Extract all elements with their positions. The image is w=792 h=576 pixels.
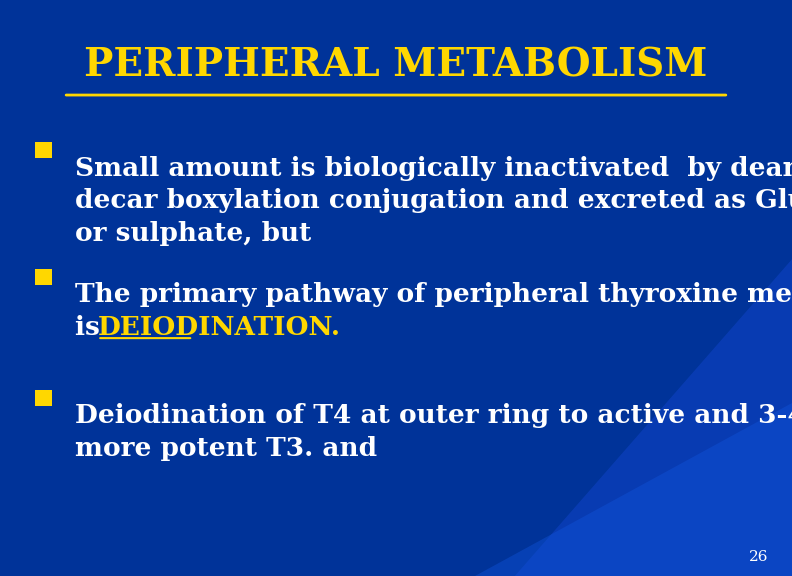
FancyBboxPatch shape xyxy=(35,269,52,285)
Text: decar boxylation conjugation and excreted as Glucuronide: decar boxylation conjugation and excrete… xyxy=(75,188,792,213)
Text: PERIPHERAL METABOLISM: PERIPHERAL METABOLISM xyxy=(84,46,708,84)
FancyBboxPatch shape xyxy=(35,390,52,406)
Text: more potent T3. and: more potent T3. and xyxy=(75,436,377,461)
Text: is: is xyxy=(75,315,109,340)
Text: Small amount is biologically inactivated  by deamination,: Small amount is biologically inactivated… xyxy=(75,156,792,180)
Text: DEIODINATION.: DEIODINATION. xyxy=(97,315,341,340)
Text: 26: 26 xyxy=(748,551,768,564)
Polygon shape xyxy=(277,259,792,576)
Text: or sulphate, but: or sulphate, but xyxy=(75,221,311,246)
Polygon shape xyxy=(475,403,792,576)
Text: Deiodination of T4 at outer ring to active and 3-4 times: Deiodination of T4 at outer ring to acti… xyxy=(75,403,792,428)
Text: The primary pathway of peripheral thyroxine metabolism: The primary pathway of peripheral thyrox… xyxy=(75,282,792,307)
FancyBboxPatch shape xyxy=(35,142,52,158)
